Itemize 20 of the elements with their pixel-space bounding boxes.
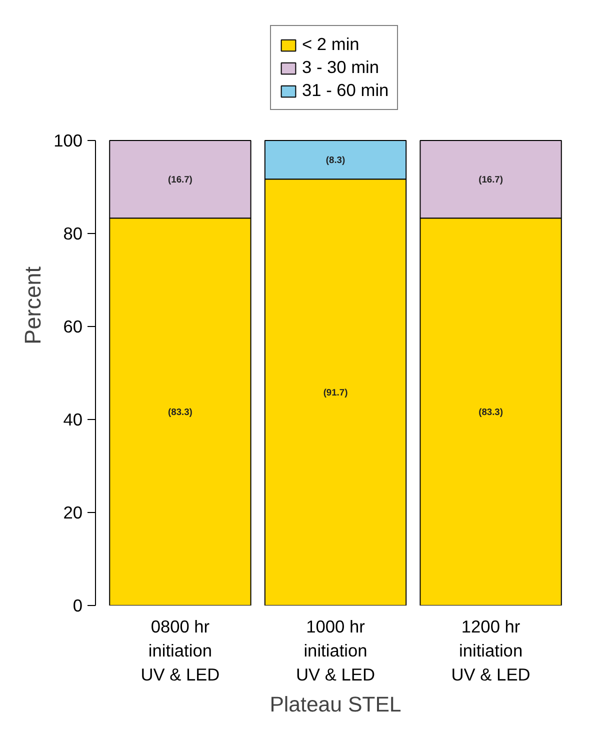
x-axis-title: Plateau STEL [270,692,402,716]
y-tick-label: 100 [54,130,83,150]
legend-label: < 2 min [302,34,360,55]
legend-label: 3 - 30 min [302,57,380,78]
data-label: (16.7) [478,174,503,184]
legend-label: 31 - 60 min [302,80,389,101]
data-label: (91.7) [323,387,348,398]
y-tick-label: 60 [63,316,83,336]
y-tick-label: 0 [72,596,83,616]
data-label: (16.7) [168,174,192,184]
x-tick-label: 1200 hr initiation UV & LED [451,616,530,684]
y-axis-title: Percent [20,266,46,345]
data-label: (83.3) [168,406,192,417]
x-tick-label: 1000 hr initiation UV & LED [296,616,375,684]
y-tick-label: 80 [63,224,83,244]
x-tick-label: 0800 hr initiation UV & LED [140,616,220,684]
data-label: (83.3) [478,406,503,417]
y-tick-label: 20 [63,502,83,522]
y-tick-label: 40 [63,410,83,430]
data-label: (8.3) [326,154,346,165]
